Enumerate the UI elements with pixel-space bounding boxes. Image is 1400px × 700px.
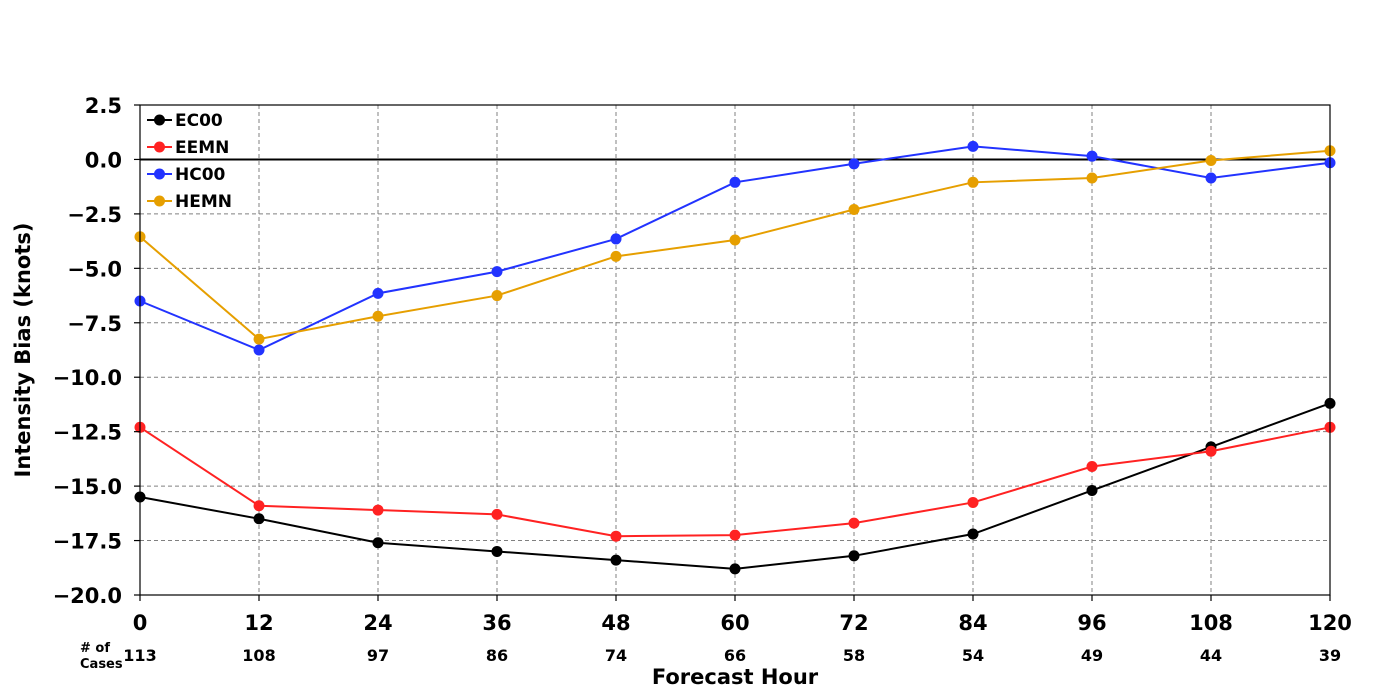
legend-item-hemn: HEMN [147,192,232,212]
data-point [1086,172,1098,184]
data-point [253,344,265,356]
case-count: 113 [123,646,156,665]
case-count: 74 [605,646,627,665]
x-tick-label: 24 [363,611,392,635]
data-point [729,176,741,188]
data-point [491,545,503,557]
data-point [729,563,741,575]
case-count: 86 [486,646,508,665]
legend-label: EC00 [175,111,223,131]
y-axis-label: Intensity Bias (knots) [11,223,35,478]
case-count: 108 [242,646,275,665]
data-point [848,158,860,170]
x-tick-label: 60 [720,611,749,635]
x-tick-labels: 0 12 24 36 48 60 72 84 96 108 120 [133,595,1352,635]
data-point [253,333,265,345]
case-count: 97 [367,646,389,665]
case-count: 66 [724,646,746,665]
case-count: 44 [1200,646,1222,665]
x-axis-label: Forecast Hour [652,665,819,689]
y-tick-label: −20.0 [53,584,122,608]
legend-item-eemn: EEMN [147,138,229,158]
data-point [610,233,622,245]
data-point [610,554,622,566]
data-point [1086,461,1098,473]
data-point [848,517,860,529]
x-tick-label: 84 [958,611,987,635]
cases-title-line: Cases [80,657,123,672]
data-point [253,513,265,525]
data-point [372,537,384,549]
data-point [372,504,384,516]
legend-marker [154,195,165,207]
data-point [610,530,622,542]
series-layer [134,140,1336,575]
y-tick-label: −7.5 [67,312,122,336]
y-tick-label: −10.0 [53,366,122,390]
x-tick-label: 108 [1189,611,1233,635]
data-point [1205,155,1217,167]
legend: EC00 EEMN HC00 HEMN [147,111,232,212]
case-count: 58 [843,646,865,665]
data-point [372,310,384,322]
legend-label: HC00 [175,165,226,185]
y-tick-label: −2.5 [67,203,122,227]
case-count: 39 [1319,646,1341,665]
data-point [967,140,979,152]
y-tick-label: 0.0 [85,148,122,172]
data-point [372,287,384,299]
y-tick-label: −5.0 [67,257,122,281]
y-tick-label: −17.5 [53,530,122,554]
case-count: 49 [1081,646,1103,665]
data-point [967,528,979,540]
cases-row: # of Cases 113 108 97 86 74 66 58 54 49 44 39 [80,641,1341,672]
data-point [967,176,979,188]
y-tick-label: −15.0 [53,475,122,499]
data-point [1086,484,1098,496]
data-point [848,204,860,216]
y-tick-labels: 2.5 0.0 −2.5 −5.0 −7.5 −10.0 −12.5 −15.0 −17.5 −2… [53,94,140,608]
data-point [848,550,860,562]
data-point [1086,150,1098,162]
case-count: 54 [962,646,984,665]
legend-label: EEMN [175,138,229,158]
y-tick-label: −12.5 [53,421,122,445]
series-eemn [134,421,1336,542]
data-point [729,529,741,541]
cases-title: # of Cases [80,641,123,672]
legend-marker [154,168,165,180]
data-point [610,250,622,262]
data-point [1205,445,1217,457]
legend-marker [154,141,165,153]
data-point [1205,172,1217,184]
data-point [967,496,979,508]
x-tick-label: 48 [601,611,630,635]
data-point [491,290,503,302]
legend-item-hc00: HC00 [147,165,226,185]
x-tick-label: 12 [244,611,273,635]
x-tick-label: 36 [482,611,511,635]
cases-title-line: # of [80,641,110,656]
y-tick-label: 2.5 [85,94,122,118]
x-tick-label: 0 [133,611,148,635]
data-point [253,500,265,512]
legend-marker [154,114,165,126]
x-tick-label: 72 [839,611,868,635]
data-point [491,508,503,520]
data-point [729,234,741,246]
legend-item-ec00: EC00 [147,111,223,131]
grid [140,105,1330,595]
data-point [491,266,503,278]
x-tick-label: 96 [1077,611,1106,635]
x-tick-label: 120 [1308,611,1352,635]
legend-label: HEMN [175,192,232,212]
